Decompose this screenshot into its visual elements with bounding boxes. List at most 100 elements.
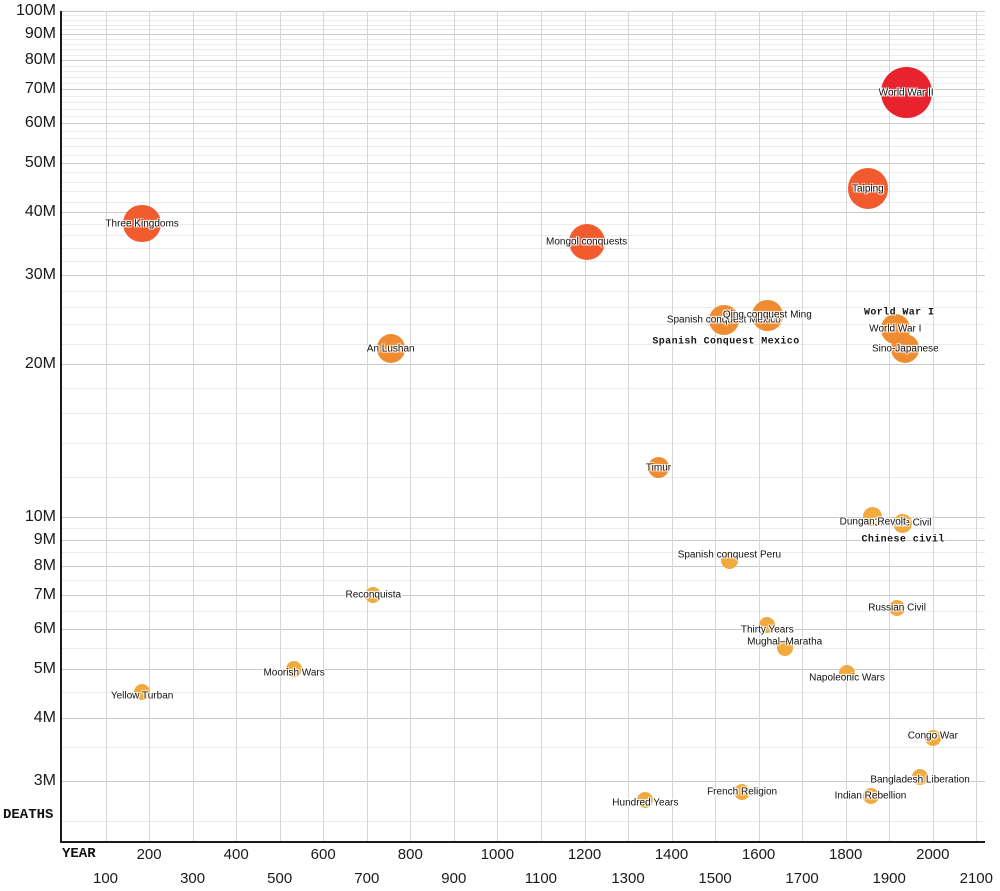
- x-tick-label: 2100: [959, 870, 993, 887]
- bubble-reconquista[interactable]: [365, 586, 382, 603]
- gridline-minor: [62, 181, 985, 183]
- gridline-minor: [62, 235, 985, 237]
- gridline-major: [62, 89, 985, 91]
- bubble-french-religion[interactable]: [734, 784, 751, 801]
- x-tick-label: 2000: [916, 846, 950, 863]
- gridline-minor: [62, 71, 985, 73]
- gridline-minor: [62, 49, 985, 51]
- y-tick-label: 30M: [24, 266, 56, 284]
- gridline-minor: [62, 247, 985, 249]
- bubble-mongol-conquests[interactable]: [568, 223, 605, 260]
- bubble-label: World War II: [878, 87, 934, 98]
- bubble-russian-civil[interactable]: [889, 599, 906, 616]
- gridline-major: [62, 539, 985, 541]
- bubble-yellow-turban[interactable]: [134, 683, 151, 700]
- x-tick-label: 1200: [567, 846, 602, 863]
- bubble-bangladesh-liberation[interactable]: [912, 769, 929, 786]
- gridline-vertical: [540, 11, 542, 841]
- x-tick-label: 1000: [480, 846, 515, 863]
- bubble-dungan-revolt[interactable]: [863, 507, 883, 527]
- gridline-minor: [62, 343, 985, 345]
- bubble-qing-conquest-ming[interactable]: [752, 300, 783, 331]
- gridline-minor: [62, 527, 985, 529]
- gridline-vertical: [628, 11, 629, 841]
- gridline-minor: [62, 95, 985, 97]
- gridline-major: [62, 364, 985, 366]
- bubble-taiping[interactable]: [847, 168, 889, 210]
- bubble-congo-war[interactable]: [924, 729, 941, 746]
- gridline-major: [62, 123, 985, 125]
- bubble-label: Reconquista: [345, 589, 402, 601]
- gridline-minor: [62, 20, 985, 21]
- gridline-minor: [62, 611, 985, 613]
- bubble-spanish-conquest-peru[interactable]: [720, 551, 739, 569]
- bubble-label: Taiping: [852, 183, 884, 195]
- gridline-minor: [62, 261, 985, 263]
- bubble-label: Bangladesh Liberation: [870, 774, 970, 786]
- y-tick-label: 90M: [24, 25, 56, 43]
- gridline-minor: [62, 306, 985, 308]
- bubble-world-war-ii[interactable]: [880, 67, 932, 118]
- gridline-vertical: [932, 11, 934, 841]
- gridline-minor: [62, 39, 985, 41]
- gridline-vertical: [889, 11, 891, 841]
- gridline-minor: [62, 172, 985, 174]
- gridline-vertical: [410, 11, 412, 841]
- gridline-vertical: [105, 11, 107, 841]
- y-tick-label: 50M: [24, 154, 56, 172]
- gridline-vertical: [323, 11, 325, 841]
- gridline-major: [62, 11, 985, 12]
- bubble-label: French Religion: [707, 786, 778, 798]
- y-tick-label: 10M: [24, 507, 56, 525]
- x-tick-label: 300: [180, 870, 206, 887]
- bubble-moorish-wars[interactable]: [286, 660, 303, 677]
- x-tick-label: 1800: [829, 846, 863, 863]
- gridline-major: [62, 594, 985, 596]
- gridline-major: [62, 516, 985, 518]
- bubble-three-kingdoms[interactable]: [123, 204, 161, 243]
- bubble-indian-rebellion[interactable]: [862, 788, 879, 805]
- plot-area: Three Kingdoms Yellow Turban Moorish Wars R…: [62, 11, 985, 841]
- bubble-label: Thirty Years: [740, 624, 794, 636]
- x-tick-label: 1500: [698, 870, 732, 887]
- bubble-label: Mughal–Maratha: [747, 636, 823, 648]
- y-tick-label: 5M: [33, 659, 56, 677]
- gridline-vertical: [497, 11, 499, 841]
- y-tick-label: 7M: [33, 585, 56, 603]
- bubble-label: Dungan Revolt: [839, 516, 906, 528]
- bubble-label: Moorish Wars: [263, 667, 325, 679]
- bubble-label: Indian Rebellion: [834, 790, 907, 802]
- y-tick-label: 8M: [33, 556, 56, 574]
- gridline-vertical: [715, 11, 717, 841]
- bubble-an-lushan[interactable]: [376, 334, 405, 363]
- bubble-label: World War I: [869, 323, 922, 335]
- bubble-napoleonic-wars[interactable]: [839, 665, 855, 682]
- gridline-major: [62, 34, 985, 36]
- bubble-label: Hundred Years: [612, 797, 679, 809]
- bubble-sino-japanese[interactable]: [891, 334, 920, 363]
- bubble-chinese-civil[interactable]: [892, 513, 912, 533]
- gridline-minor: [62, 476, 985, 478]
- gridline-major: [62, 275, 985, 277]
- x-tick-label: 1400: [654, 846, 689, 863]
- x-tick-label: 500: [267, 870, 293, 887]
- gridline-minor: [62, 102, 985, 104]
- x-tick-label: 200: [136, 846, 162, 863]
- y-tick-label: 70M: [24, 80, 56, 98]
- gridline-minor: [62, 223, 985, 225]
- bubble-hundred-years[interactable]: [637, 792, 654, 809]
- x-axis-title: YEAR: [62, 846, 96, 862]
- y-axis-title: DEATHS: [3, 807, 54, 823]
- bubble-label: Yellow Turban: [110, 690, 174, 702]
- gridline-minor: [62, 201, 985, 203]
- bubble-label: Qing conquest Ming: [722, 309, 812, 321]
- bubble-thirty-years[interactable]: [759, 617, 776, 634]
- bubble-label: Congo War: [907, 730, 958, 742]
- bubble-mughal-maratha[interactable]: [776, 639, 793, 656]
- gridline-minor: [62, 191, 985, 193]
- bubble-timur[interactable]: [647, 456, 670, 479]
- x-tick-label: 1700: [785, 870, 819, 887]
- gridline-vertical: [802, 11, 804, 841]
- x-tick-label: 800: [397, 846, 423, 863]
- bubble-spanish-conquest-mexico[interactable]: [708, 304, 739, 335]
